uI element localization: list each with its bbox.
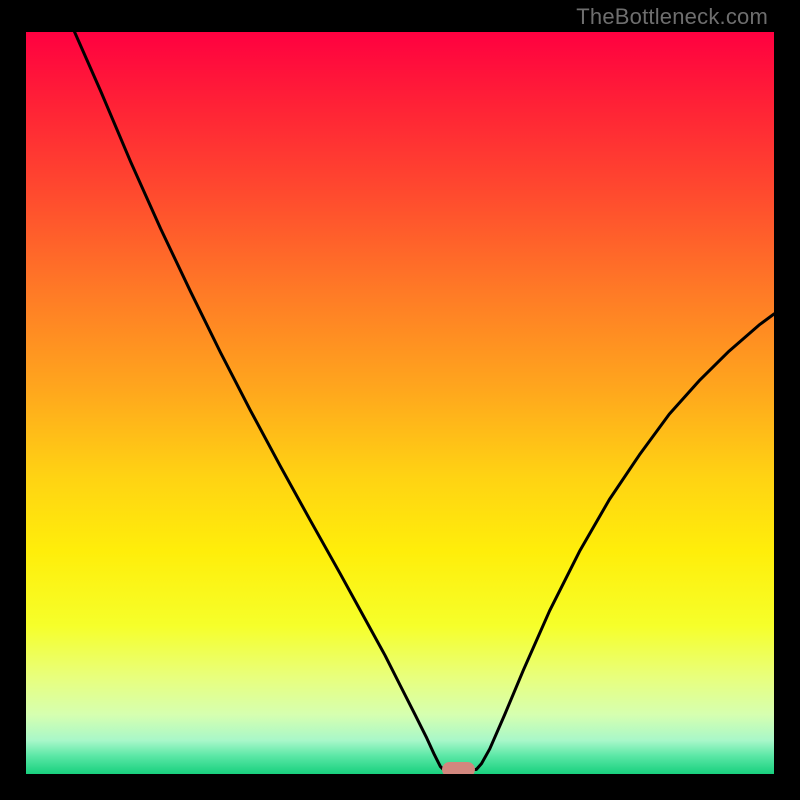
frame-border-left — [0, 0, 26, 800]
frame-border-right — [774, 0, 800, 800]
frame-border-bottom — [0, 774, 800, 800]
watermark-text: TheBottleneck.com — [576, 4, 768, 30]
chart-svg — [26, 32, 774, 774]
chart-background — [26, 32, 774, 774]
plot-area — [26, 32, 774, 774]
bottleneck-marker — [442, 762, 476, 774]
